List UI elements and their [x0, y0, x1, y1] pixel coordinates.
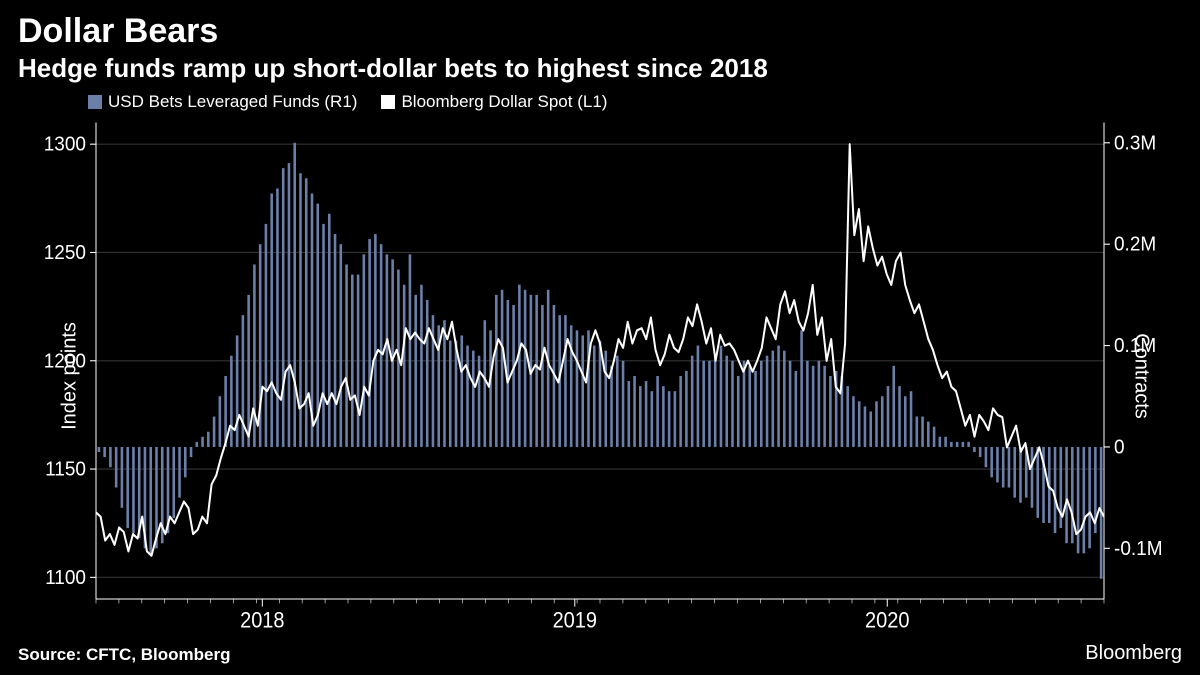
source-text: Source: CFTC, Bloomberg — [18, 645, 231, 665]
svg-text:-0.1M: -0.1M — [1114, 537, 1163, 560]
svg-text:1300: 1300 — [44, 133, 86, 156]
y-axis-left-label: Index points — [58, 322, 81, 430]
svg-text:2019: 2019 — [553, 609, 597, 633]
svg-text:0: 0 — [1114, 436, 1125, 459]
chart-subtitle: Hedge funds ramp up short-dollar bets to… — [18, 53, 1182, 84]
y-axis-right-label: Contracts — [1130, 333, 1153, 419]
legend-label-bars: USD Bets Leveraged Funds (R1) — [108, 92, 357, 112]
chart-area: Index points Contracts 11001150120012501… — [18, 116, 1182, 636]
legend-item-bars: USD Bets Leveraged Funds (R1) — [88, 92, 357, 112]
legend: USD Bets Leveraged Funds (R1) Bloomberg … — [18, 92, 1182, 112]
brand-text: Bloomberg — [1085, 642, 1182, 665]
svg-text:1150: 1150 — [45, 458, 86, 481]
svg-text:1250: 1250 — [44, 241, 86, 264]
chart-svg: 11001150120012501300-0.1M00.1M0.2M0.3M20… — [18, 116, 1182, 636]
bar-swatch-icon — [88, 95, 102, 109]
legend-item-line: Bloomberg Dollar Spot (L1) — [381, 92, 607, 112]
legend-label-line: Bloomberg Dollar Spot (L1) — [401, 92, 607, 112]
svg-text:0.3M: 0.3M — [1114, 132, 1156, 155]
svg-text:0.2M: 0.2M — [1114, 233, 1156, 256]
chart-title: Dollar Bears — [18, 12, 1182, 51]
svg-text:2020: 2020 — [865, 609, 909, 633]
line-swatch-icon — [381, 95, 395, 109]
svg-text:2018: 2018 — [240, 609, 284, 633]
svg-text:1100: 1100 — [45, 566, 86, 589]
